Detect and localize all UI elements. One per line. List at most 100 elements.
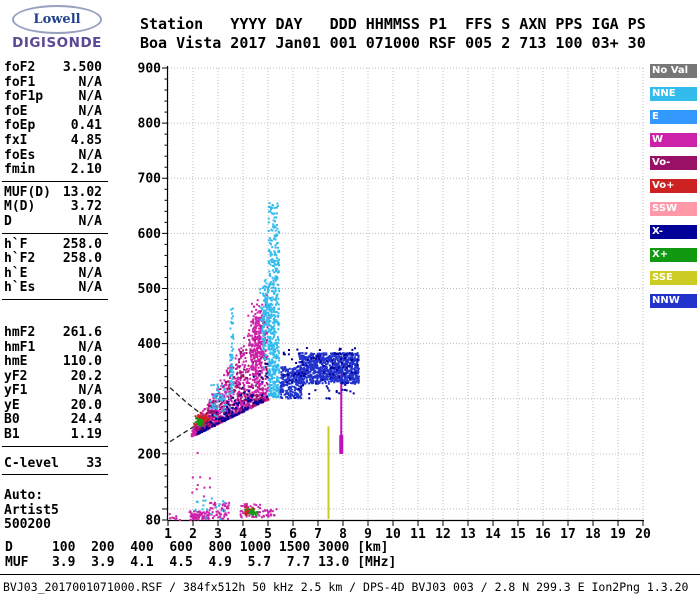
footer-file-info: BVJ03_2017001071000.RSF / 384fx512h 50 k…: [3, 580, 689, 594]
svg-text:9: 9: [364, 527, 372, 542]
parameter-label: B0: [4, 412, 20, 428]
parameter-value: N/A: [78, 383, 102, 399]
svg-text:80: 80: [145, 514, 161, 529]
parameter-row-hmf2: hmF2 261.6: [2, 325, 108, 340]
echo-direction-legend: No Val NNE E W Vo- Vo+ SSW X- X+ SSE NNW: [650, 64, 697, 317]
svg-text:300: 300: [138, 392, 162, 407]
svg-text:500: 500: [138, 282, 162, 297]
svg-text:19: 19: [610, 527, 626, 542]
legend-item-nne: NNE: [650, 87, 697, 101]
lowell-digisonde-logo: Lowell DIGISONDE: [6, 5, 108, 51]
parameter-row-b1: B1 1.19: [2, 427, 108, 442]
parameter-label: hmF1: [4, 339, 36, 355]
parameter-label: fmin: [4, 162, 36, 178]
parameter-row-he: h`E N/A: [2, 266, 108, 281]
svg-text:1: 1: [164, 527, 172, 542]
parameter-row-foe: foE N/A: [2, 104, 108, 119]
parameter-label: h`E: [4, 265, 28, 281]
svg-text:600: 600: [138, 227, 162, 242]
header-station-values: Boa Vista 2017 Jan01 001 071000 RSF 005 …: [140, 34, 646, 52]
parameter-label: foF1: [4, 74, 36, 90]
parameter-group-separator: [2, 232, 108, 234]
parameter-row-md: M(D) 3.72: [2, 199, 108, 214]
legend-item-vo-: Vo-: [650, 156, 697, 170]
parameter-value: 258.0: [62, 236, 102, 252]
parameter-row-yf1: yF1 N/A: [2, 383, 108, 398]
parameter-group-separator: [2, 180, 108, 182]
parameter-label: yF2: [4, 368, 28, 384]
parameter-value: 20.2: [70, 368, 102, 384]
parameter-row-mufd: MUF(D) 13.02: [2, 185, 108, 200]
parameter-label: B1: [4, 427, 20, 443]
parameter-row-hmf1: hmF1 N/A: [2, 340, 108, 355]
svg-text:8: 8: [339, 527, 347, 542]
legend-item-e: E: [650, 110, 697, 124]
svg-text:800: 800: [138, 117, 162, 132]
legend-item-x-: X-: [650, 225, 697, 239]
parameter-label: hmF2: [4, 324, 36, 340]
lowell-logo-text: Lowell: [33, 12, 81, 27]
svg-text:700: 700: [138, 172, 162, 187]
parameter-value: N/A: [78, 265, 102, 281]
plot-grid: [167, 67, 644, 520]
parameter-row-fmin: fmin 2.10: [2, 162, 108, 177]
parameter-value: N/A: [78, 103, 102, 119]
parameter-row-fxi: fxI 4.85: [2, 133, 108, 148]
parameter-label: foEs: [4, 147, 36, 163]
parameter-label: yF1: [4, 383, 28, 399]
parameter-row-foes: foEs N/A: [2, 148, 108, 163]
autoscaling-text: 500200: [4, 517, 51, 533]
parameter-value: N/A: [78, 280, 102, 296]
parameter-row-b0: B0 24.4: [2, 412, 108, 427]
svg-text:15: 15: [510, 527, 526, 542]
svg-text:16: 16: [535, 527, 551, 542]
svg-text:10: 10: [385, 527, 401, 542]
svg-text:6: 6: [289, 527, 297, 542]
muf-frequency-row: MUF 3.9 3.9 4.1 4.5 4.9 5.7 7.7 13.0 [MH…: [5, 555, 397, 570]
autoscaling-info: 500200: [2, 517, 108, 532]
svg-text:11: 11: [410, 527, 426, 542]
parameter-group-separator: [2, 445, 108, 447]
svg-text:17: 17: [560, 527, 576, 542]
parameter-value: 13.02: [62, 184, 102, 200]
parameter-value: 33: [86, 455, 102, 471]
legend-item-nnw: NNW: [650, 294, 697, 308]
legend-item-ssw: SSW: [650, 202, 697, 216]
autoscaling-text: Artist5: [4, 502, 59, 518]
legend-item-vo+: Vo+: [650, 179, 697, 193]
svg-text:12: 12: [435, 527, 451, 542]
parameter-value: 2.10: [70, 162, 102, 178]
parameter-label: MUF(D): [4, 184, 51, 200]
plot-data-layer: [168, 202, 360, 521]
parameter-label: foEp: [4, 118, 36, 134]
svg-text:900: 900: [138, 62, 162, 77]
scaled-parameters-panel: foF2 3.500 foF1 N/A foF1p N/A foE N/A foEp 0.41 fx…: [2, 60, 108, 532]
autoscaling-text: Auto:: [4, 488, 44, 504]
parameter-row-d: D N/A: [2, 214, 108, 229]
digisonde-logo-text: DIGISONDE: [12, 35, 102, 51]
parameter-value: 1.19: [70, 427, 102, 443]
svg-text:7: 7: [314, 527, 322, 542]
parameter-label: M(D): [4, 199, 36, 215]
lowell-logo-oval: Lowell: [12, 5, 102, 34]
parameter-value: 4.85: [70, 132, 102, 148]
parameter-label: fxI: [4, 132, 28, 148]
parameter-label: foE: [4, 103, 28, 119]
svg-text:200: 200: [138, 447, 162, 462]
parameter-label: yE: [4, 397, 20, 413]
legend-item-noval: No Val: [650, 64, 697, 78]
parameter-row-foep: foEp 0.41: [2, 118, 108, 133]
parameter-label: h`F2: [4, 251, 36, 267]
svg-text:13: 13: [460, 527, 476, 542]
parameter-row-hf2: h`F2 258.0: [2, 251, 108, 266]
parameter-value: 24.4: [70, 412, 102, 428]
parameter-label: foF2: [4, 60, 36, 75]
parameter-value: 110.0: [62, 354, 102, 370]
parameter-value: N/A: [78, 339, 102, 355]
parameter-value: N/A: [78, 213, 102, 229]
parameter-row-fof1p: foF1p N/A: [2, 89, 108, 104]
parameter-value: 261.6: [62, 324, 102, 340]
parameter-value: N/A: [78, 74, 102, 90]
parameter-row-yf2: yF2 20.2: [2, 369, 108, 384]
parameter-value: 20.0: [70, 397, 102, 413]
